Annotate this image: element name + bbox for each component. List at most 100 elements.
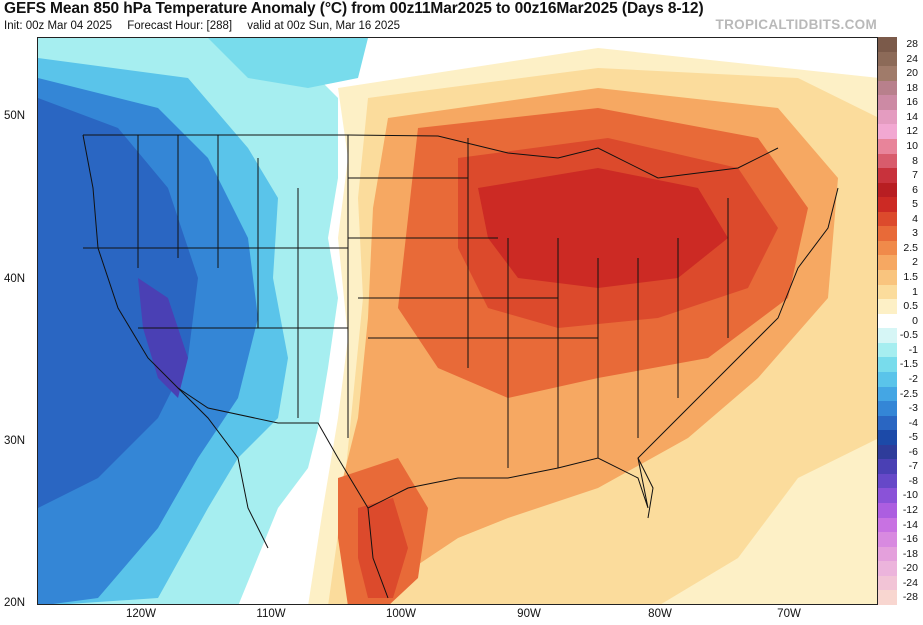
lon-label-70w: 70W (777, 608, 801, 620)
lon-label-80w: 80W (648, 608, 672, 620)
legend-label: -7 (897, 459, 923, 474)
lat-label-30n: 30N (4, 435, 26, 447)
legend-entry: -3 (878, 401, 923, 416)
legend-entry: 1.5 (878, 270, 923, 285)
legend-swatch (878, 153, 897, 169)
legend-entry: 16 (878, 95, 923, 110)
legend-entry: 24 (878, 51, 923, 67)
legend-swatch (878, 342, 897, 358)
legend-swatch (878, 124, 897, 139)
legend-entry: -1 (878, 342, 923, 358)
legend-label: 24 (897, 51, 923, 67)
legend-entry: -0.5 (878, 328, 923, 343)
legend-swatch (878, 444, 897, 460)
legend-entry: -16 (878, 532, 923, 547)
anomaly-field-warm-core (478, 168, 728, 288)
legend-label: 10 (897, 138, 923, 154)
lon-label-110w: 110W (256, 608, 286, 620)
lat-label-40n: 40N (4, 273, 26, 285)
anomaly-field-cold-core (38, 98, 198, 508)
legend-swatch (878, 401, 897, 416)
us-canada-border (83, 134, 779, 179)
legend-swatch (878, 313, 897, 329)
legend-swatch (878, 240, 897, 256)
legend-entry: 8 (878, 153, 923, 169)
legend-swatch (878, 488, 897, 504)
legend-entry: 6 (878, 182, 923, 198)
legend-entry: -6 (878, 444, 923, 460)
legend-label: 28 (897, 37, 923, 52)
legend-label: -1.5 (897, 357, 923, 372)
legend-label: 20 (897, 66, 923, 81)
legend-label: -5 (897, 430, 923, 445)
legend-swatch (878, 109, 897, 125)
legend-entry: 12 (878, 124, 923, 139)
legend-entry: 10 (878, 138, 923, 154)
legend-entry: -14 (878, 517, 923, 533)
legend-swatch (878, 386, 897, 402)
state-lines-west (83, 135, 349, 438)
legend-swatch (878, 357, 897, 372)
legend-label: 14 (897, 109, 923, 125)
legend-entry: 0.5 (878, 299, 923, 314)
legend-label: 2 (897, 255, 923, 271)
legend-swatch (878, 138, 897, 154)
legend-entry: -12 (878, 503, 923, 518)
legend-label: 0 (897, 313, 923, 329)
forecast-hour: Forecast Hour: [288] (127, 20, 233, 32)
legend-swatch (878, 473, 897, 489)
legend-label: -28 (897, 590, 923, 605)
legend-entry: -20 (878, 561, 923, 576)
anomaly-field-cold-peak (138, 278, 188, 398)
legend-entry: -4 (878, 415, 923, 431)
map-title: GEFS Mean 850 hPa Temperature Anomaly (°… (4, 0, 704, 17)
legend-label: -1 (897, 342, 923, 358)
state-lines-east (348, 138, 729, 468)
legend-label: 2.5 (897, 240, 923, 256)
legend-swatch (878, 415, 897, 431)
legend-entry: -8 (878, 473, 923, 489)
map-subtitle: Init: 00z Mar 04 2025 Forecast Hour: [28… (4, 20, 412, 32)
legend-swatch (878, 371, 897, 387)
political-boundaries (82, 134, 839, 599)
legend-entry: -2 (878, 371, 923, 387)
legend-entry: 18 (878, 80, 923, 96)
anomaly-field-cold-north (208, 38, 368, 88)
legend-label: -10 (897, 488, 923, 504)
lon-label-120w: 120W (125, 608, 157, 620)
legend-swatch (878, 211, 897, 227)
legend-entry: 1 (878, 284, 923, 300)
legend-label: 5 (897, 197, 923, 212)
legend-label: 6 (897, 182, 923, 198)
legend-label: -14 (897, 517, 923, 533)
legend-label: -16 (897, 532, 923, 547)
legend-label: -12 (897, 503, 923, 518)
legend-entry: -24 (878, 575, 923, 591)
brand-watermark[interactable]: TROPICALTIDBITS.COM (715, 17, 877, 32)
legend-swatch (878, 168, 897, 183)
legend-label: 8 (897, 153, 923, 169)
legend-swatch (878, 546, 897, 562)
legend-swatch (878, 197, 897, 212)
west-coastline (82, 134, 269, 549)
legend-label: -6 (897, 444, 923, 460)
legend-label: -24 (897, 575, 923, 591)
legend-entry: -7 (878, 459, 923, 474)
legend-swatch (878, 182, 897, 198)
legend-swatch (878, 80, 897, 96)
legend-label: 0.5 (897, 299, 923, 314)
legend-swatch (878, 517, 897, 533)
legend-entry: 28 (878, 37, 923, 52)
legend-swatch (878, 270, 897, 285)
lat-label-50n: 50N (4, 110, 26, 122)
legend-label: 1 (897, 284, 923, 300)
legend-label: 7 (897, 168, 923, 183)
legend-entry: 3 (878, 226, 923, 241)
legend-entry: -28 (878, 590, 923, 605)
legend-swatch (878, 226, 897, 241)
legend-label: 1.5 (897, 270, 923, 285)
mexico-gulf-coast (367, 507, 389, 599)
gulf-coastline (367, 187, 839, 509)
legend-entry: -5 (878, 430, 923, 445)
legend-swatch (878, 590, 897, 605)
